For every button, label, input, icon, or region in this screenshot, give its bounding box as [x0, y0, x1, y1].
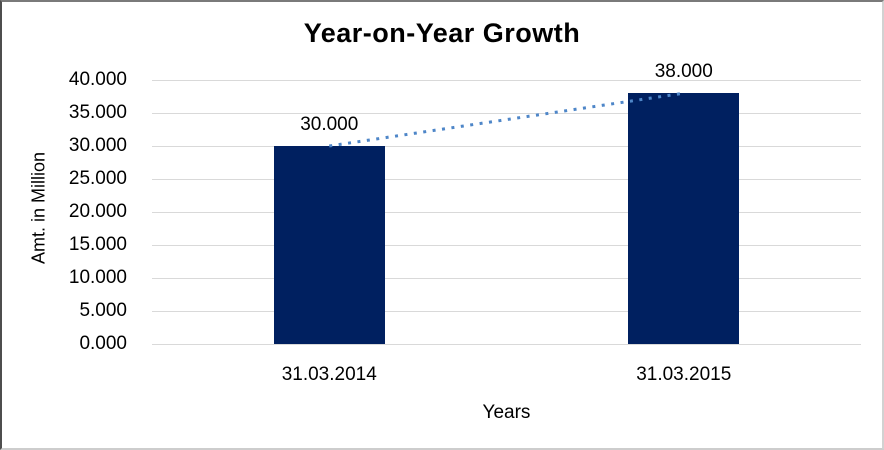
bar [628, 93, 740, 344]
gridline [152, 344, 861, 345]
x-axis-title: Years [482, 402, 531, 423]
gridline [152, 212, 861, 213]
gridline [152, 278, 861, 279]
x-category-label: 31.03.2014 [281, 364, 377, 385]
gridline [152, 146, 861, 147]
bar-value-label: 38.000 [654, 61, 713, 83]
y-tick-label: 5.000 [79, 300, 127, 321]
gridline [152, 245, 861, 246]
y-tick-label: 15.000 [68, 234, 127, 255]
y-tick-label: 30.000 [68, 135, 127, 156]
gridline [152, 113, 861, 114]
bar [273, 146, 385, 344]
y-tick-label: 25.000 [68, 168, 127, 189]
gridline [152, 80, 861, 81]
y-tick-label: 20.000 [68, 201, 127, 222]
y-tick-label: 10.000 [68, 267, 127, 288]
y-tick-label: 0.000 [79, 333, 127, 354]
plot-area: 30.000 38.000 [152, 61, 861, 345]
y-tick-label: 35.000 [68, 102, 127, 123]
chart-title: Year-on-Year Growth [303, 18, 581, 48]
gridline [152, 311, 861, 312]
bar-value-label: 30.000 [300, 114, 359, 135]
trendline [329, 91, 684, 148]
y-tick-label: 40.000 [68, 69, 127, 90]
gridline [152, 179, 861, 180]
x-category-label: 31.03.2015 [636, 364, 732, 385]
